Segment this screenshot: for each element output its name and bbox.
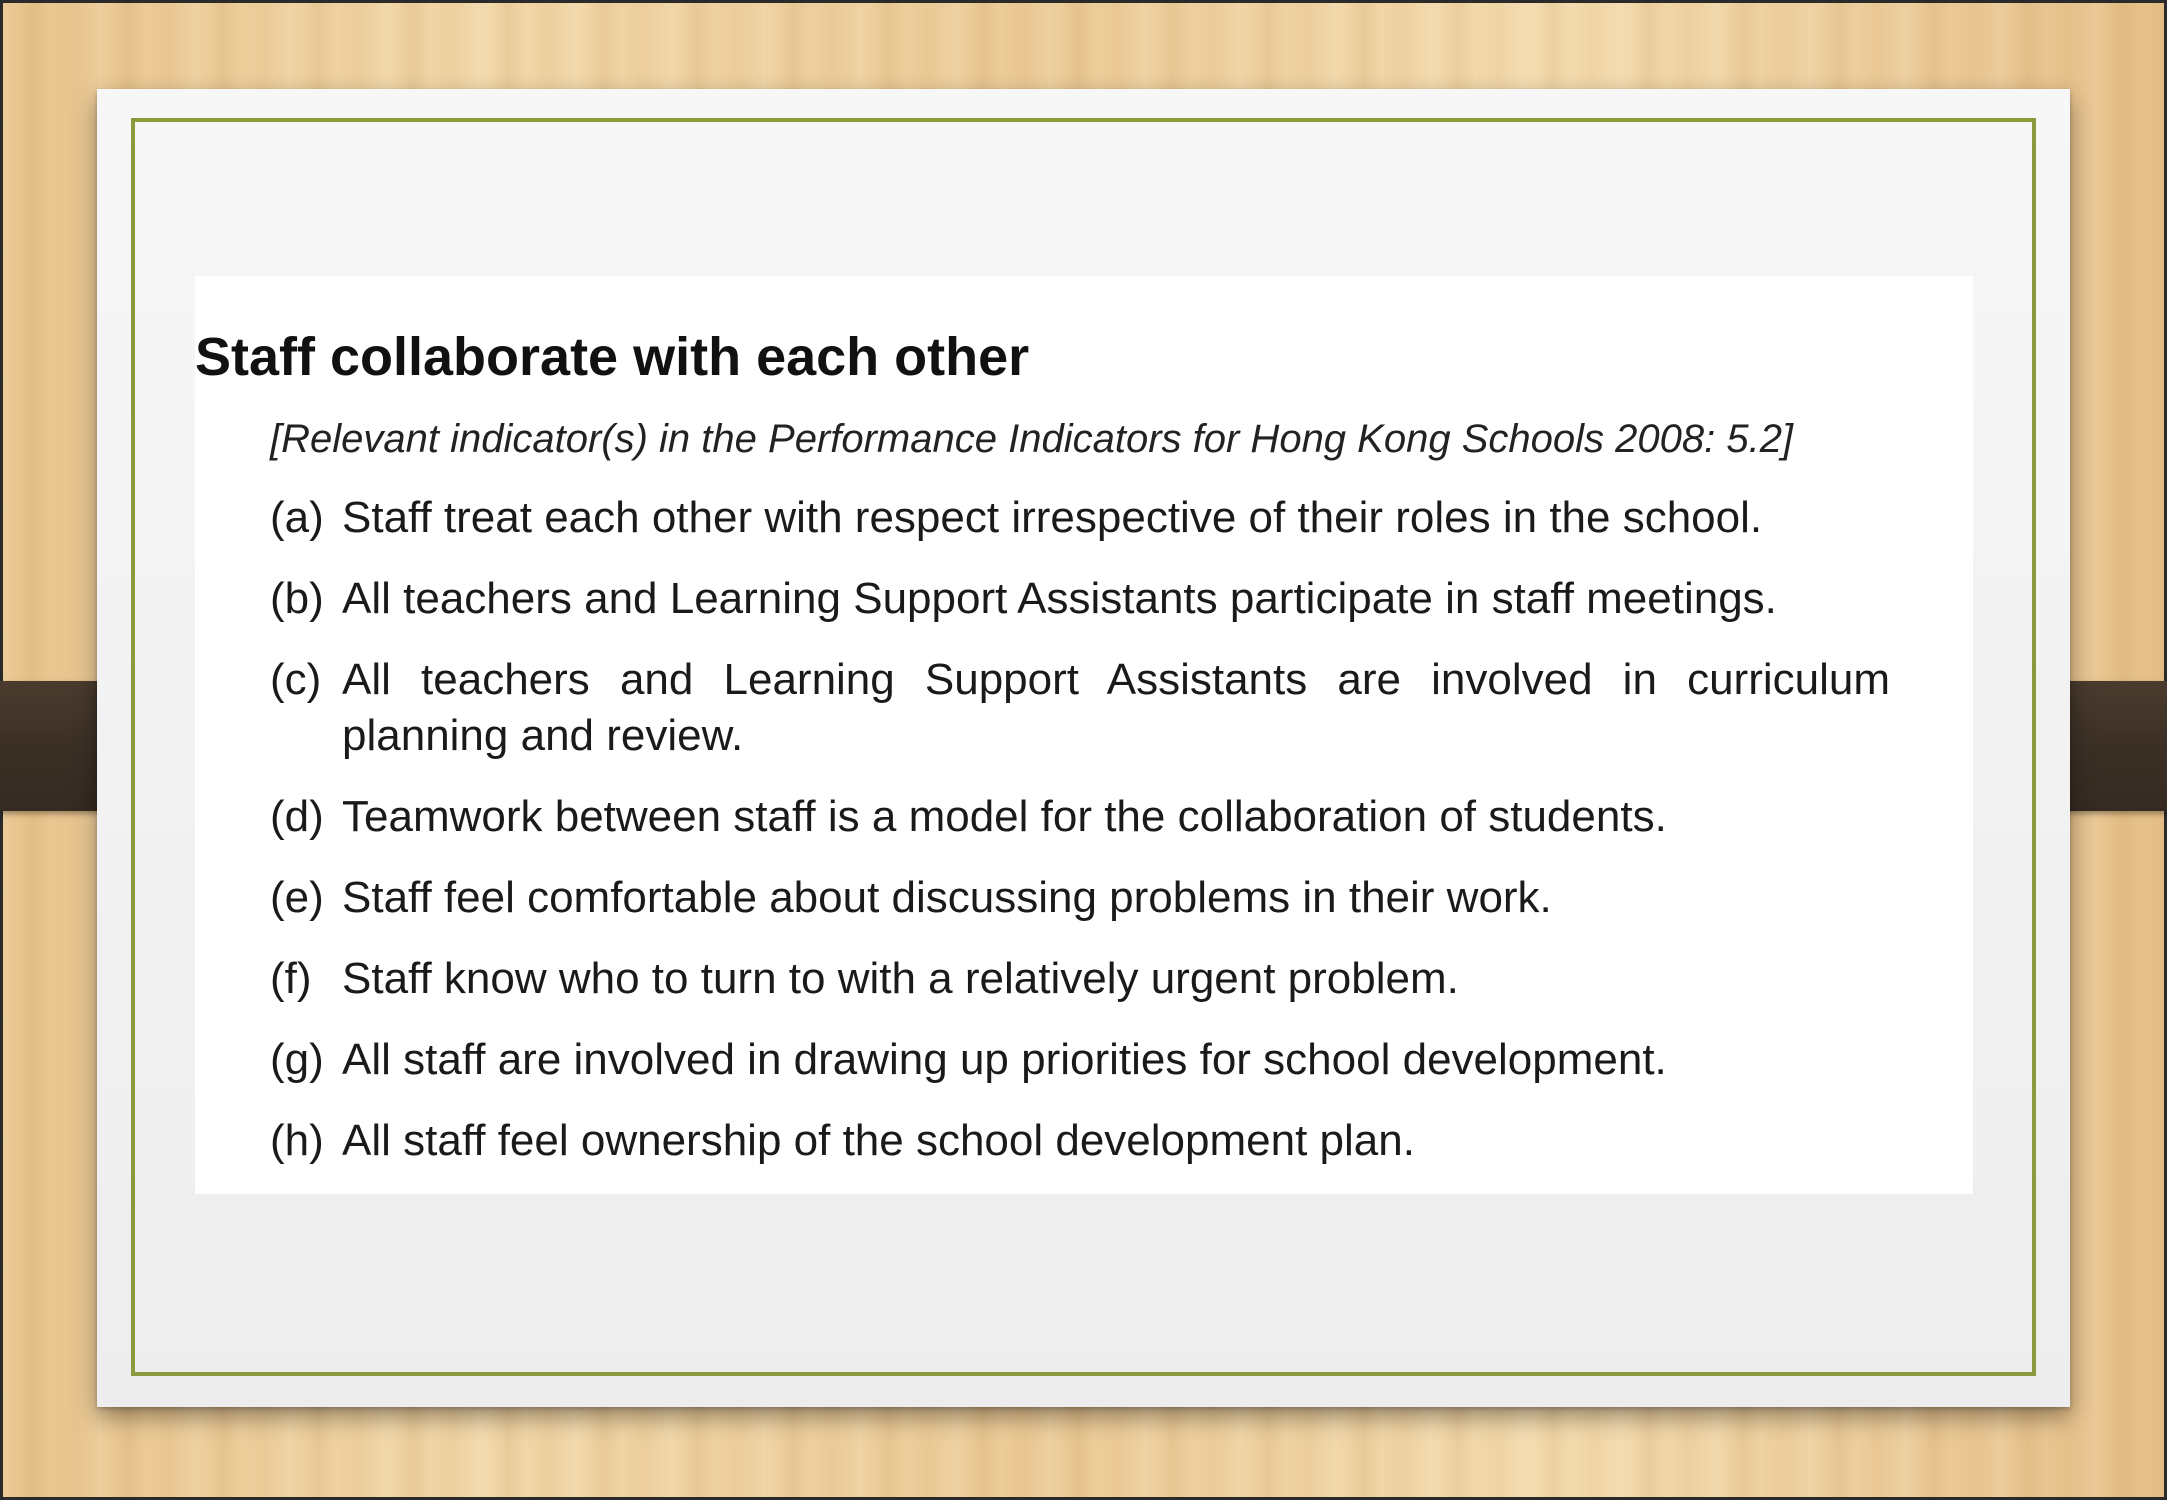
list-item-text: Teamwork between staff is a model for th… — [342, 792, 1667, 841]
list-item-text: Staff treat each other with respect irre… — [342, 493, 1763, 542]
list-item-marker: (e) — [270, 873, 324, 922]
list-item-text: All staff are involved in drawing up pri… — [342, 1035, 1667, 1084]
list-item-text: Staff feel comfortable about discussing … — [342, 873, 1552, 922]
list-item: (e) Staff feel comfortable about discuss… — [270, 870, 1890, 926]
list-item-text: All teachers and Learning Support Assist… — [342, 574, 1777, 623]
list-item: (f) Staff know who to turn to with a rel… — [270, 951, 1890, 1007]
slide-frame-border — [131, 118, 2036, 1376]
list-item: (c) All teachers and Learning Support As… — [270, 652, 1890, 764]
list-item-marker: (c) — [270, 655, 322, 704]
slide-title: Staff collaborate with each other — [195, 327, 1030, 387]
criteria-list: (a) Staff treat each other with respect … — [270, 490, 1890, 1194]
list-item-marker: (g) — [270, 1035, 324, 1084]
list-item-marker: (b) — [270, 574, 324, 623]
list-item: (g) All staff are involved in drawing up… — [270, 1032, 1890, 1088]
list-item: (b) All teachers and Learning Support As… — [270, 571, 1890, 627]
list-item-text: Staff know who to turn to with a relativ… — [342, 954, 1459, 1003]
list-item-text: All staff feel ownership of the school d… — [342, 1116, 1415, 1165]
list-item-marker: (d) — [270, 792, 324, 841]
slide-content-panel — [195, 276, 1973, 1194]
list-item-marker: (h) — [270, 1116, 324, 1165]
list-item: (d) Teamwork between staff is a model fo… — [270, 789, 1890, 845]
list-item: (h) All staff feel ownership of the scho… — [270, 1113, 1890, 1169]
list-item-text: All teachers and Learning Support Assist… — [342, 655, 1890, 760]
list-item-marker: (a) — [270, 493, 324, 542]
indicator-reference: [Relevant indicator(s) in the Performanc… — [270, 417, 1794, 461]
list-item: (a) Staff treat each other with respect … — [270, 490, 1890, 546]
list-item-marker: (f) — [270, 954, 312, 1003]
